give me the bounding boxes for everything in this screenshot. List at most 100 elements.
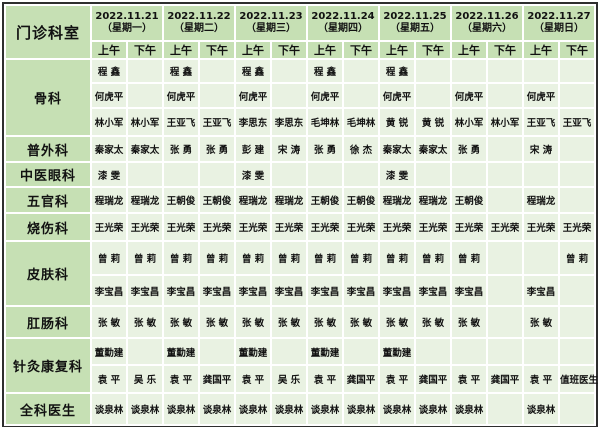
schedule-cell — [416, 163, 450, 186]
schedule-cell: 李思东 — [236, 109, 270, 135]
schedule-cell: 曾 莉 — [560, 242, 594, 274]
schedule-cell — [272, 339, 306, 364]
schedule-cell: 程瑞龙 — [524, 188, 558, 212]
schedule-cell: 林小军 — [452, 109, 486, 135]
session-header-am: 上午 — [380, 42, 414, 58]
schedule-cell — [200, 163, 234, 186]
schedule-cell: 张 敏 — [272, 307, 306, 337]
schedule-cell — [524, 339, 558, 364]
schedule-cell — [200, 339, 234, 364]
schedule-cell — [308, 163, 342, 186]
schedule-cell: 何虎平 — [164, 84, 198, 107]
weekday-text: （星期五） — [390, 23, 440, 34]
schedule-cell — [452, 339, 486, 364]
schedule-table: 门诊科室 2022.11.21 （星期一） 2022.11.22 （星期二） 2022.1… — [4, 4, 598, 426]
schedule-cell — [488, 84, 522, 107]
schedule-cell — [344, 84, 378, 107]
schedule-cell — [164, 163, 198, 186]
schedule-cell — [560, 84, 594, 107]
schedule-cell — [416, 84, 450, 107]
weekday-text: （星期四） — [318, 23, 368, 34]
schedule-cell: 王朝俊 — [452, 188, 486, 212]
schedule-cell: 张 敏 — [200, 307, 234, 337]
schedule-cell: 谈泉林 — [128, 394, 162, 424]
schedule-cell: 张 敏 — [416, 307, 450, 337]
schedule-cell — [488, 163, 522, 186]
schedule-cell — [560, 163, 594, 186]
schedule-cell: 曾 莉 — [380, 242, 414, 274]
department-row: 全科医生 谈泉林 谈泉林 谈泉林 谈泉林 谈泉林 谈泉林 谈泉林 谈泉林 谈泉林 谈泉林 谈泉林 谈泉林 — [6, 394, 594, 424]
schedule-cell — [272, 60, 306, 82]
schedule-cell: 王光荣 — [272, 214, 306, 240]
department-row: 肛肠科张 敏张 敏张 敏张 敏张 敏张 敏张 敏张 敏张 敏张 敏张 敏张 敏 — [6, 307, 594, 337]
schedule-cell — [128, 60, 162, 82]
header-row-sessions: 上午 下午 上午 下午 上午 下午 上午 下午 上午 下午 上午 下午 上午 下午 — [6, 42, 594, 58]
date-text: 2022.11.23 — [239, 10, 303, 22]
date-text: 2022.11.24 — [311, 10, 375, 22]
schedule-cell: 林小军 — [488, 109, 522, 135]
schedule-cell: 曾 莉 — [272, 242, 306, 274]
schedule-cell: 董勤建 — [92, 339, 126, 364]
department-row: 中医眼科漆 雯漆 雯漆 雯 — [6, 163, 594, 186]
schedule-cell: 何虎平 — [524, 84, 558, 107]
schedule-cell — [488, 339, 522, 364]
department-name: 烧伤科 — [6, 214, 90, 240]
schedule-cell — [560, 339, 594, 364]
department-name: 皮肤科 — [6, 242, 90, 305]
schedule-cell: 宋 涛 — [524, 137, 558, 161]
schedule-cell: 程瑞龙 — [236, 188, 270, 212]
department-row: 骨科程 鑫程 鑫程 鑫程 鑫程 鑫 — [6, 60, 594, 135]
weekday-text: （星期六） — [462, 23, 512, 34]
schedule-cell: 王朝俊 — [308, 188, 342, 212]
schedule-cell: 程 鑫 — [92, 60, 126, 82]
schedule-cell: 张 敏 — [380, 307, 414, 337]
schedule-cell: 李宝昌 — [308, 276, 342, 305]
schedule-cell: 王光荣 — [164, 214, 198, 240]
schedule-cell: 王光荣 — [128, 214, 162, 240]
weekday-text: （星期二） — [174, 23, 224, 34]
schedule-cell: 龚国平 — [200, 366, 234, 392]
schedule-cell: 王光荣 — [236, 214, 270, 240]
date-header: 2022.11.27 （星期日） — [524, 6, 594, 40]
schedule-cell — [488, 394, 522, 424]
schedule-cell: 袁 平 — [308, 366, 342, 392]
schedule-cell: 李宝昌 — [128, 276, 162, 305]
schedule-cell: 何虎平 — [452, 84, 486, 107]
schedule-cell: 张 敏 — [308, 307, 342, 337]
schedule-cell — [488, 137, 522, 161]
department-row: 针灸康复科 董勤建 董勤建 董勤建 董勤建 董勤建 — [6, 339, 594, 392]
date-text: 2022.11.21 — [95, 10, 159, 22]
session-header-am: 上午 — [236, 42, 270, 58]
weekday-text: （星期日） — [534, 23, 584, 34]
schedule-cell: 吴 乐 — [128, 366, 162, 392]
session-header-pm: 下午 — [200, 42, 234, 58]
schedule-cell: 谈泉林 — [524, 394, 558, 424]
date-text: 2022.11.27 — [527, 10, 591, 22]
department-name: 骨科 — [6, 60, 90, 135]
schedule-cell: 黄 锐 — [380, 109, 414, 135]
schedule-cell: 林小军 — [128, 109, 162, 135]
schedule-cell: 王光荣 — [488, 214, 522, 240]
department-row: 皮肤科曾 莉曾 莉曾 莉曾 莉曾 莉曾 莉曾 莉曾 莉曾 莉曾 莉曾 莉曾 莉 — [6, 242, 594, 305]
schedule-cell: 毛坤林 — [344, 109, 378, 135]
schedule-cell: 曾 莉 — [344, 242, 378, 274]
session-header-am: 上午 — [308, 42, 342, 58]
corner-header: 门诊科室 — [6, 6, 90, 58]
schedule-cell: 谈泉林 — [164, 394, 198, 424]
session-header-pm: 下午 — [488, 42, 522, 58]
schedule-cell: 何虎平 — [92, 84, 126, 107]
schedule-cell: 宋 涛 — [272, 137, 306, 161]
schedule-cell: 王朝俊 — [344, 188, 378, 212]
schedule-cell: 程瑞龙 — [128, 188, 162, 212]
schedule-cell — [488, 60, 522, 82]
schedule-cell — [560, 394, 594, 424]
date-header: 2022.11.26 （星期六） — [452, 6, 522, 40]
schedule-cell — [524, 242, 558, 274]
schedule-cell: 董勤建 — [308, 339, 342, 364]
schedule-cell: 秦家太 — [380, 137, 414, 161]
schedule-cell: 曾 莉 — [308, 242, 342, 274]
schedule-cell: 曾 莉 — [164, 242, 198, 274]
schedule-cell: 王光荣 — [200, 214, 234, 240]
